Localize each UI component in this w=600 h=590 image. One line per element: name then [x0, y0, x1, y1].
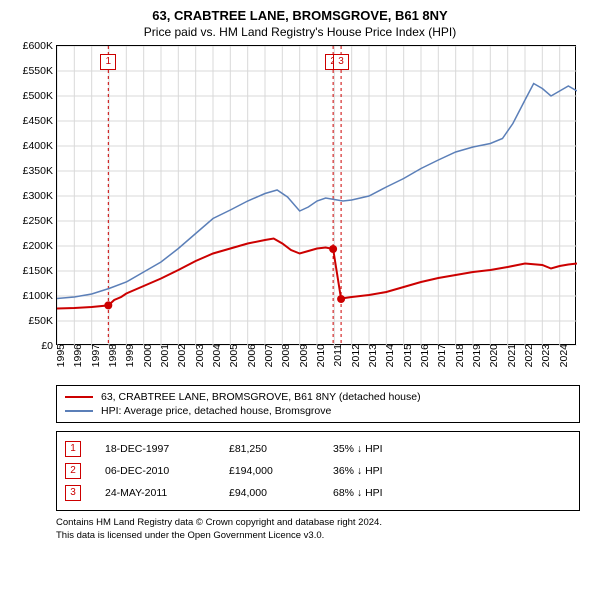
x-tick-label: 2012 — [348, 344, 362, 367]
x-tick-label: 2021 — [504, 344, 518, 367]
event-num: 2 — [65, 463, 81, 479]
plot-area: £0£50K£100K£150K£200K£250K£300K£350K£400… — [56, 45, 576, 345]
sale-marker-3: 3 — [333, 54, 349, 70]
x-tick-label: 2024 — [556, 344, 570, 367]
x-tick-label: 2005 — [226, 344, 240, 367]
plot-svg — [57, 46, 577, 346]
x-tick-label: 2022 — [521, 344, 535, 367]
legend: 63, CRABTREE LANE, BROMSGROVE, B61 8NY (… — [56, 385, 580, 423]
x-tick-label: 2011 — [330, 344, 344, 367]
y-tick-label: £200K — [23, 240, 57, 252]
chart-title: 63, CRABTREE LANE, BROMSGROVE, B61 8NY — [10, 8, 590, 23]
legend-swatch — [65, 410, 93, 412]
y-tick-label: £450K — [23, 115, 57, 127]
legend-swatch — [65, 396, 93, 398]
x-tick-label: 1995 — [53, 344, 67, 367]
x-tick-label: 2013 — [365, 344, 379, 367]
x-tick-label: 2020 — [486, 344, 500, 367]
y-tick-label: £50K — [28, 315, 57, 327]
x-tick-label: 2019 — [469, 344, 483, 367]
event-row: 3 24-MAY-2011 £94,000 68% ↓ HPI — [65, 482, 571, 504]
event-price: £94,000 — [229, 487, 309, 499]
event-date: 06-DEC-2010 — [105, 465, 205, 477]
legend-row: HPI: Average price, detached house, Brom… — [65, 404, 571, 418]
x-tick-label: 2002 — [174, 344, 188, 367]
x-tick-label: 2004 — [209, 344, 223, 367]
event-row: 1 18-DEC-1997 £81,250 35% ↓ HPI — [65, 438, 571, 460]
y-tick-label: £550K — [23, 65, 57, 77]
event-diff: 68% ↓ HPI — [333, 487, 383, 499]
x-tick-label: 2018 — [452, 344, 466, 367]
chart-subtitle: Price paid vs. HM Land Registry's House … — [10, 25, 590, 39]
x-tick-label: 2010 — [313, 344, 327, 367]
x-tick-label: 2009 — [296, 344, 310, 367]
y-tick-label: £500K — [23, 90, 57, 102]
event-diff: 36% ↓ HPI — [333, 465, 383, 477]
x-tick-label: 2016 — [417, 344, 431, 367]
footer-attribution: Contains HM Land Registry data © Crown c… — [56, 517, 580, 543]
event-row: 2 06-DEC-2010 £194,000 36% ↓ HPI — [65, 460, 571, 482]
y-tick-label: £100K — [23, 290, 57, 302]
footer-line: Contains HM Land Registry data © Crown c… — [56, 517, 580, 530]
titles: 63, CRABTREE LANE, BROMSGROVE, B61 8NY P… — [10, 8, 590, 39]
events-table: 1 18-DEC-1997 £81,250 35% ↓ HPI 2 06-DEC-2010… — [56, 431, 580, 511]
footer-line: This data is licensed under the Open Gov… — [56, 530, 580, 543]
y-tick-label: £600K — [23, 40, 57, 52]
event-date: 24-MAY-2011 — [105, 487, 205, 499]
y-tick-label: £150K — [23, 265, 57, 277]
x-tick-label: 2015 — [400, 344, 414, 367]
x-tick-label: 2014 — [382, 344, 396, 367]
event-diff: 35% ↓ HPI — [333, 443, 383, 455]
x-tick-label: 1997 — [88, 344, 102, 367]
x-tick-label: 1996 — [70, 344, 84, 367]
y-tick-label: £400K — [23, 140, 57, 152]
chart-container: 63, CRABTREE LANE, BROMSGROVE, B61 8NY P… — [0, 0, 600, 547]
y-tick-label: £250K — [23, 215, 57, 227]
x-tick-label: 2003 — [192, 344, 206, 367]
x-tick-label: 2001 — [157, 344, 171, 367]
sale-marker-1: 1 — [100, 54, 116, 70]
x-tick-label: 2017 — [434, 344, 448, 367]
legend-label: 63, CRABTREE LANE, BROMSGROVE, B61 8NY (… — [101, 391, 421, 403]
x-tick-label: 1998 — [105, 344, 119, 367]
event-price: £194,000 — [229, 465, 309, 477]
event-num: 3 — [65, 485, 81, 501]
x-tick-label: 2000 — [140, 344, 154, 367]
event-num: 1 — [65, 441, 81, 457]
x-tick-label: 2023 — [538, 344, 552, 367]
y-tick-label: £350K — [23, 165, 57, 177]
x-tick-label: 2008 — [278, 344, 292, 367]
legend-label: HPI: Average price, detached house, Brom… — [101, 405, 331, 417]
event-date: 18-DEC-1997 — [105, 443, 205, 455]
x-tick-label: 2007 — [261, 344, 275, 367]
legend-row: 63, CRABTREE LANE, BROMSGROVE, B61 8NY (… — [65, 390, 571, 404]
y-tick-label: £300K — [23, 190, 57, 202]
x-tick-label: 1999 — [122, 344, 136, 367]
event-price: £81,250 — [229, 443, 309, 455]
x-tick-label: 2006 — [244, 344, 258, 367]
